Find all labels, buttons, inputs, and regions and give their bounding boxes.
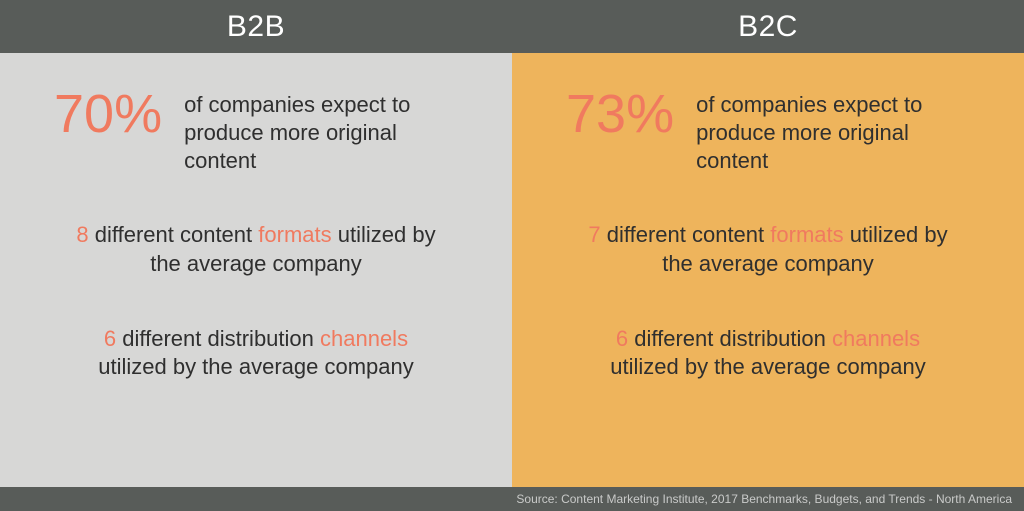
b2c-channels-word: channels [832,326,920,351]
b2c-formats-pre: different content [601,222,771,247]
infographic: B2B B2C 70% of companies expect to produ… [0,0,1024,511]
b2c-channels-pre: different distribution [628,326,832,351]
b2b-formats-word: formats [258,222,331,247]
b2b-channels-pre: different distribution [116,326,320,351]
b2b-pct-row: 70% of companies expect to produce more … [54,87,458,175]
b2b-channels-word: channels [320,326,408,351]
b2c-pct-desc: of companies expect to produce more orig… [696,87,970,175]
b2c-channels-line: 6 different distribution channels utiliz… [566,325,970,382]
panel-b2b: 70% of companies expect to produce more … [0,53,512,487]
header-b2b: B2B [0,0,512,53]
header-row: B2B B2C [0,0,1024,53]
b2c-channels-post: utilized by the average company [610,354,926,379]
body-row: 70% of companies expect to produce more … [0,53,1024,487]
b2b-formats-pre: different content [89,222,259,247]
b2b-formats-line: 8 different content formats utilized by … [54,221,458,278]
b2c-pct-row: 73% of companies expect to produce more … [566,87,970,175]
b2b-channels-num: 6 [104,326,116,351]
b2b-pct-value: 70% [54,87,162,141]
b2c-pct-value: 73% [566,87,674,141]
b2c-formats-line: 7 different content formats utilized by … [566,221,970,278]
header-b2c: B2C [512,0,1024,53]
b2b-pct-desc: of companies expect to produce more orig… [184,87,458,175]
source-footer: Source: Content Marketing Institute, 201… [0,487,1024,511]
b2c-formats-word: formats [770,222,843,247]
panel-b2c: 73% of companies expect to produce more … [512,53,1024,487]
b2b-channels-post: utilized by the average company [98,354,414,379]
b2b-channels-line: 6 different distribution channels utiliz… [54,325,458,382]
b2c-formats-num: 7 [588,222,600,247]
b2b-formats-num: 8 [76,222,88,247]
b2c-channels-num: 6 [616,326,628,351]
